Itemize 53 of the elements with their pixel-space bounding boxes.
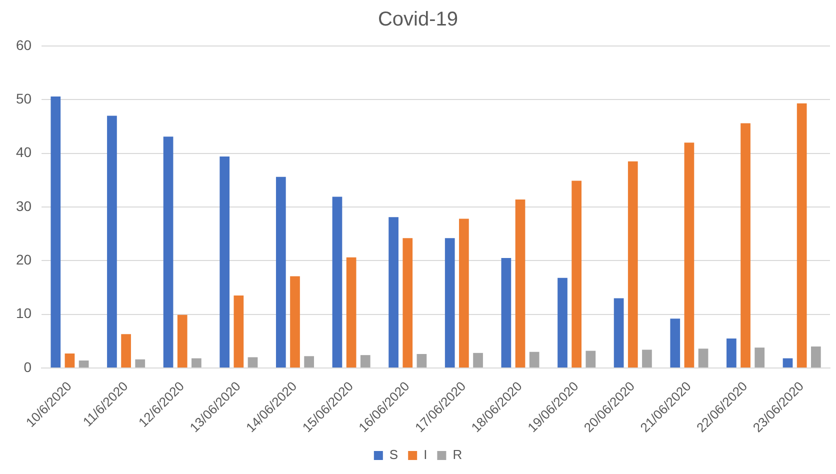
bar [346,257,356,368]
bar [501,258,512,368]
y-tick-label: 60 [16,36,32,53]
y-tick-label: 50 [16,90,32,107]
bar [529,352,540,368]
y-tick-label: 40 [16,144,32,160]
bar [684,142,694,368]
legend-label: R [452,447,462,462]
bar [107,116,117,368]
bar [810,346,821,368]
bar [444,238,455,368]
bar [740,123,750,368]
bar [234,296,244,368]
bar [163,136,174,368]
bar [192,358,202,368]
bar [473,352,483,368]
bar [332,196,342,368]
bar [135,359,146,368]
bar [290,276,300,368]
bar [726,338,736,368]
legend-label: S [389,447,398,462]
y-tick-label: 20 [16,252,32,268]
bar [78,360,89,368]
bar [670,318,680,368]
bar [698,348,708,368]
y-tick-label: 10 [16,305,32,322]
y-tick-label: 0 [24,358,32,375]
bar [782,358,793,368]
bar [642,350,652,368]
bar [121,334,131,368]
bar [628,161,638,368]
bar [614,298,624,368]
bar [796,103,807,368]
bar [388,217,398,368]
chart-title: Covid-19 [378,8,458,31]
bar [515,199,526,368]
legend-label: I [424,447,428,462]
y-tick-label: 30 [16,198,32,214]
bar [220,156,230,368]
bar [276,176,286,368]
bar [402,238,413,368]
bar [754,348,765,368]
bar [50,96,61,368]
bar [248,357,258,368]
bar [416,354,427,368]
bar [360,355,370,368]
bar [558,278,568,368]
bar [459,218,469,368]
bar [586,350,596,368]
bar [177,314,188,368]
bar [572,180,582,368]
bar [64,353,75,368]
bar [304,356,314,368]
